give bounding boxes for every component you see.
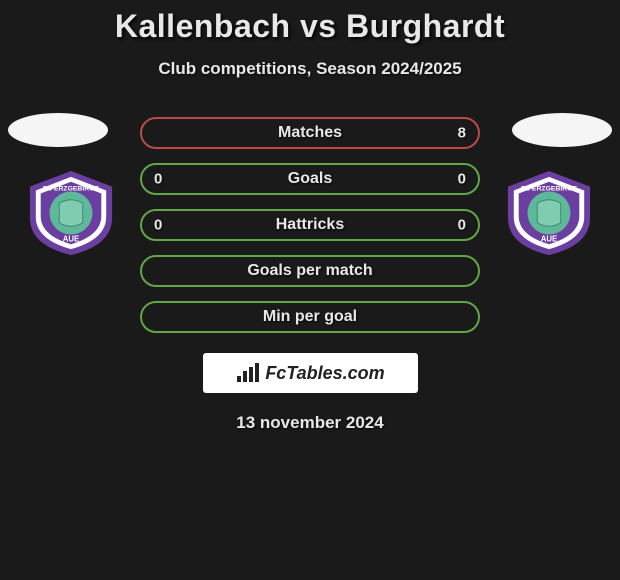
logo-text: FcTables.com [265, 363, 384, 384]
stat-value-right: 0 [458, 217, 466, 234]
player-avatar-left [8, 113, 108, 147]
stat-label: Goals [288, 170, 332, 188]
svg-text:FC ERZGEBIRGE: FC ERZGEBIRGE [43, 186, 100, 193]
stat-row: Hattricks 0 0 [140, 209, 480, 241]
fctables-logo: FcTables.com [203, 353, 418, 393]
stat-label: Min per goal [263, 308, 357, 326]
player-avatar-right [512, 113, 612, 147]
stats-area: FC ERZGEBIRGE AUE FC ERZGEBIRGE AUE Matc… [0, 117, 620, 333]
stat-value-left: 0 [154, 217, 162, 234]
page-title: Kallenbach vs Burghardt [0, 8, 620, 45]
date-line: 13 november 2024 [0, 413, 620, 433]
stat-label: Goals per match [247, 262, 372, 280]
stat-label: Matches [278, 124, 342, 142]
stat-row: Goals 0 0 [140, 163, 480, 195]
bars-icon [235, 362, 261, 384]
svg-text:FC ERZGEBIRGE: FC ERZGEBIRGE [521, 186, 578, 193]
stat-value-right: 8 [458, 125, 466, 142]
club-badge-left: FC ERZGEBIRGE AUE [22, 169, 120, 257]
stat-row: Goals per match [140, 255, 480, 287]
stat-rows: Matches 8 Goals 0 0 Hattricks 0 0 Goals per matc… [140, 117, 480, 333]
stat-value-right: 0 [458, 171, 466, 188]
stat-value-left: 0 [154, 171, 162, 188]
svg-text:AUE: AUE [63, 234, 79, 243]
page-subtitle: Club competitions, Season 2024/2025 [0, 59, 620, 79]
club-badge-right: FC ERZGEBIRGE AUE [500, 169, 598, 257]
stat-row: Min per goal [140, 301, 480, 333]
stat-row: Matches 8 [140, 117, 480, 149]
svg-text:AUE: AUE [541, 234, 558, 243]
stat-label: Hattricks [276, 216, 344, 234]
